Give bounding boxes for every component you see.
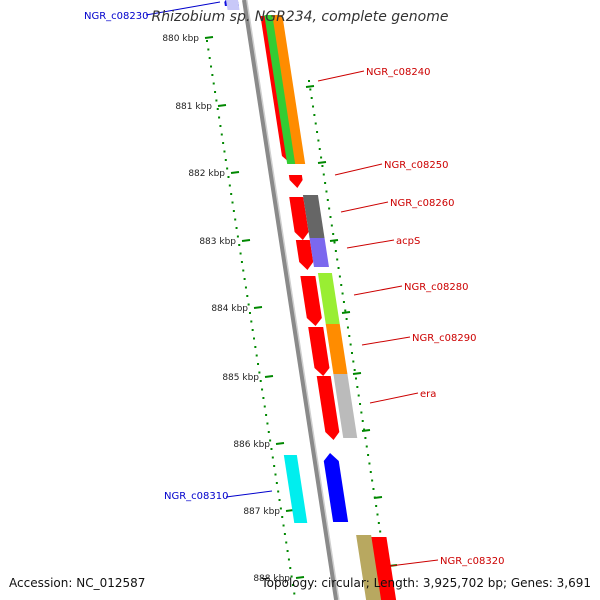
gene-label: NGR_c08240: [366, 67, 431, 78]
leader-line: [145, 1, 221, 16]
gene-arrow-ngr-c08260: [289, 197, 309, 240]
major-tick: [264, 375, 274, 378]
gene-arrow-ngr-c08290: [308, 327, 330, 376]
minor-tick: [305, 85, 315, 88]
backbone-line: [242, 0, 339, 600]
leader-line: [225, 490, 273, 498]
label-layer: 880 kbp 881 kbp 882 kbp 883 kbp 884 kbp 885 k…: [84, 1, 505, 584]
feature-block-cyan: [283, 455, 308, 523]
minor-tick: [317, 161, 327, 164]
minor-tick: [341, 311, 351, 314]
major-tick: [295, 576, 305, 579]
gene-label: era: [420, 389, 436, 400]
feature-block-tan: [356, 535, 382, 600]
leader-line: [389, 559, 439, 567]
tick-label: 884 kbp: [211, 304, 248, 314]
leader-line: [334, 163, 383, 176]
feature-block-lavender: [309, 238, 329, 267]
minor-tick: [329, 239, 339, 242]
gene-arrow-ngr-c08250: [288, 175, 303, 188]
gene-arrow-ngr-c08310: [323, 453, 349, 522]
gene-arrow-ngr-c08320: [370, 537, 397, 600]
tick-label: 885 kbp: [222, 373, 259, 383]
major-tick: [241, 239, 251, 242]
right-tick-track: [308, 80, 386, 558]
leader-line: [317, 70, 365, 82]
tick-label: 883 kbp: [199, 237, 236, 247]
minor-tick: [352, 372, 362, 375]
major-tick: [253, 306, 263, 309]
gene-label: NGR_c08250: [384, 160, 449, 171]
major-tick: [204, 36, 214, 39]
gene-arrow-era: [316, 376, 340, 440]
feature-block-orange: [272, 15, 306, 164]
feature-block-green: [264, 15, 298, 164]
feature-block-orange-2: [325, 324, 348, 374]
gene-label: NGR_c08230: [84, 11, 149, 22]
leader-line: [361, 336, 411, 346]
gene-label: acpS: [396, 236, 420, 247]
gene-label: NGR_c08290: [412, 333, 477, 344]
major-tick: [275, 442, 285, 445]
summary-text: Topology: circular; Length: 3,925,702 bp…: [261, 576, 591, 590]
gene-label: NGR_c08320: [440, 556, 505, 567]
leader-line: [353, 285, 403, 296]
leader-line: [346, 239, 395, 249]
feature-block-light-gray: [333, 374, 358, 438]
gene-label: NGR_c08310: [164, 491, 229, 502]
major-tick: [217, 104, 227, 107]
gene-label: NGR_c08280: [404, 282, 469, 293]
leader-line: [340, 201, 389, 213]
major-tick: [230, 171, 240, 174]
feature-block-dark-gray: [302, 195, 325, 238]
left-tick-track: [206, 40, 296, 595]
tick-label: 880 kbp: [162, 34, 199, 44]
leader-line: [369, 392, 419, 404]
feature-block-lime: [317, 273, 340, 324]
tick-label: 888 kbp: [253, 574, 290, 584]
minor-tick: [361, 429, 371, 432]
gene-arrow-ngr-c08280: [300, 276, 322, 326]
accession-text: Accession: NC_012587: [9, 576, 146, 590]
gene-label: NGR_c08260: [390, 198, 455, 209]
tick-label: 882 kbp: [188, 169, 225, 179]
feature-block-pale: [226, 0, 240, 10]
tick-label: 881 kbp: [175, 102, 212, 112]
tick-label: 887 kbp: [243, 507, 280, 517]
tick-label: 886 kbp: [233, 440, 270, 450]
minor-tick: [373, 496, 383, 499]
feature-layer: [204, 0, 398, 600]
gene-arrow-acps: [295, 240, 314, 270]
